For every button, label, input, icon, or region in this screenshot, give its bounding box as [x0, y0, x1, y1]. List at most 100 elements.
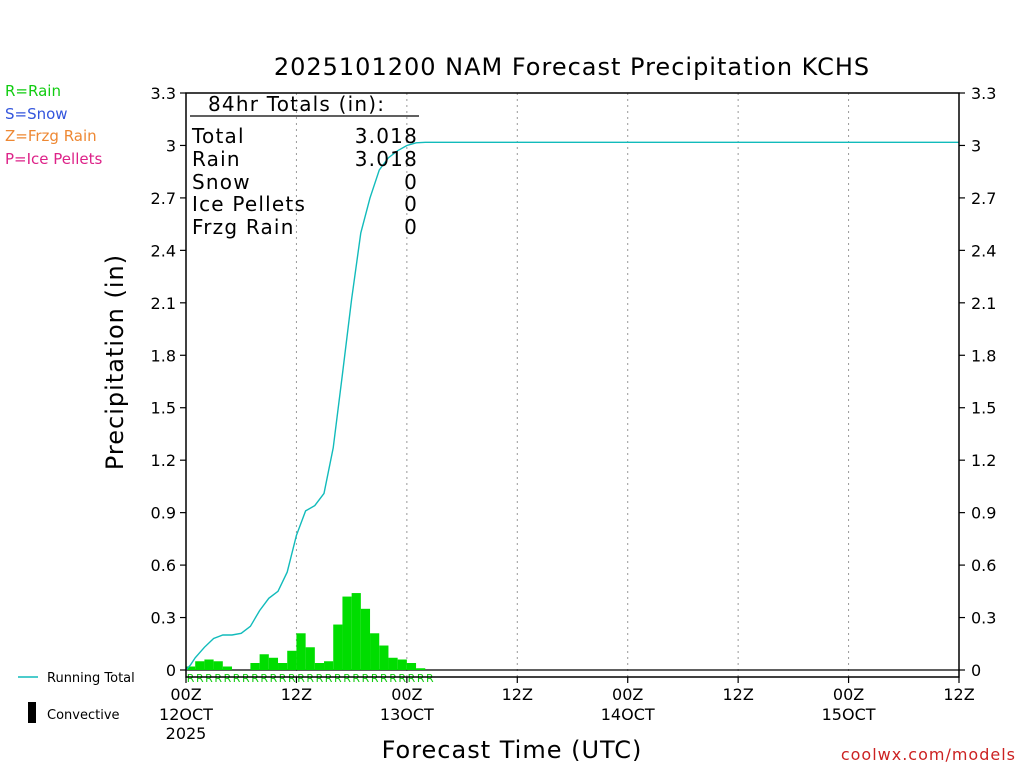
precip-type-marker-23: R	[398, 672, 406, 685]
x-tick-date-2: 13OCT	[380, 705, 434, 724]
rain-bar-20	[370, 633, 380, 670]
precip-type-marker-13: R	[306, 672, 314, 685]
frzg-rain-label: Frzg Rain	[192, 215, 295, 239]
x-tick-label-5: 12Z	[722, 685, 753, 704]
running-total-key-label: Running Total	[47, 671, 135, 686]
rain-bar-22	[388, 657, 398, 670]
y-tick-label-left-7: 2.1	[151, 294, 176, 313]
precip-type-marker-16: R	[334, 672, 342, 685]
precip-type-marker-10: R	[279, 672, 287, 685]
series-key: Running Total Convective	[18, 671, 135, 723]
x-tick-label-6: 00Z	[833, 685, 864, 704]
rain-bar-24	[406, 663, 417, 670]
precip-type-legend: R=Rain S=Snow Z=Frzg Rain P=Ice Pellets	[5, 80, 102, 170]
y-tick-label-right-4: 1.2	[971, 451, 996, 470]
precip-type-marker-8: R	[260, 672, 268, 685]
y-tick-label-right-10: 3	[971, 136, 981, 155]
y-tick-label-right-6: 1.8	[971, 346, 996, 365]
y-tick-label-left-4: 1.2	[151, 451, 176, 470]
rain-bar-13	[305, 647, 315, 670]
x-tick-label-2: 00Z	[391, 685, 422, 704]
convective-key-swatch	[28, 702, 36, 723]
y-tick-label-left-2: 0.6	[151, 556, 176, 575]
precip-type-marker-19: R	[362, 672, 370, 685]
frzg-rain-value: 0	[404, 215, 418, 239]
precip-type-marker-9: R	[270, 672, 278, 685]
rain-bars	[186, 593, 426, 670]
legend-freezing-rain: Z=Frzg Rain	[5, 127, 97, 145]
totals-box: 84hr Totals (in): Total 3.018 Rain 3.018…	[190, 92, 419, 239]
rain-bar-10	[278, 663, 288, 670]
y-axis-label: Precipitation (in)	[101, 254, 129, 470]
rain-bar-18	[351, 593, 361, 670]
rain-label: Rain	[192, 147, 241, 171]
precip-type-marker-22: R	[389, 672, 397, 685]
precip-type-marker-5: R	[233, 672, 241, 685]
x-tick-label-3: 12Z	[502, 685, 533, 704]
rain-bar-16	[333, 624, 343, 670]
x-tick-label-7: 12Z	[943, 685, 974, 704]
rain-bar-17	[342, 596, 352, 670]
x-tick-date-4: 14OCT	[601, 705, 655, 724]
convective-key-label: Convective	[47, 708, 120, 723]
y-tick-label-left-1: 0.3	[151, 609, 176, 628]
precip-type-marker-2: R	[205, 672, 213, 685]
rain-bar-11	[287, 650, 297, 670]
total-value: 3.018	[355, 124, 418, 148]
precip-type-marker-1: R	[196, 672, 204, 685]
legend-snow: S=Snow	[5, 104, 68, 123]
y-tick-label-left-11: 3.3	[151, 84, 176, 103]
rain-bar-25	[416, 668, 426, 670]
rain-bar-1	[195, 661, 205, 670]
y-tick-label-left-10: 3	[166, 136, 176, 155]
precip-type-marker-20: R	[371, 672, 379, 685]
x-tick-label-0: 00Z	[170, 685, 201, 704]
precip-type-marker-6: R	[242, 672, 250, 685]
precip-type-marker-15: R	[325, 672, 333, 685]
precip-type-marker-3: R	[214, 672, 222, 685]
x-tick-date-0: 12OCT	[159, 705, 213, 724]
precip-type-marker-24: R	[408, 672, 416, 685]
rain-bar-7	[250, 663, 260, 670]
rain-value: 3.018	[355, 147, 418, 171]
snow-label: Snow	[192, 170, 251, 194]
y-tick-label-right-5: 1.5	[971, 399, 996, 418]
rain-bar-12	[296, 633, 306, 670]
y-tick-label-left-8: 2.4	[151, 241, 176, 260]
x-tick-label-4: 00Z	[612, 685, 643, 704]
total-label: Total	[191, 124, 245, 148]
precip-type-marker-7: R	[251, 672, 259, 685]
y-tick-label-left-6: 1.8	[151, 346, 176, 365]
snow-value: 0	[404, 170, 418, 194]
precip-type-marker-18: R	[352, 672, 360, 685]
rain-bar-8	[259, 654, 269, 670]
y-tick-labels: 0 00.3 0.30.6 0.60.9 0.91.2 1.21.5 1.51.8 1.82.…	[151, 84, 997, 680]
ice-pellets-label: Ice Pellets	[192, 192, 306, 216]
y-tick-label-right-7: 2.1	[971, 294, 996, 313]
precip-type-marker-25: R	[417, 672, 425, 685]
y-tick-label-right-3: 0.9	[971, 504, 996, 523]
y-tick-label-right-2: 0.6	[971, 556, 996, 575]
x-axis-label: Forecast Time (UTC)	[382, 736, 643, 764]
y-tick-label-left-3: 0.9	[151, 504, 176, 523]
y-tick-label-left-0: 0	[166, 661, 176, 680]
plot-frame	[185, 92, 960, 678]
x-tick-date-6: 15OCT	[822, 705, 876, 724]
axes	[185, 92, 960, 678]
grid-lines	[186, 93, 959, 677]
chart-title: 2025101200 NAM Forecast Precipitation KC…	[274, 53, 870, 81]
precip-type-marker-21: R	[380, 672, 388, 685]
y-tick-label-right-8: 2.4	[971, 241, 996, 260]
legend-rain: R=Rain	[5, 82, 61, 100]
rain-bar-0	[186, 666, 196, 670]
precip-type-marker-12: R	[297, 672, 305, 685]
running-total-line	[185, 141, 959, 671]
rain-bar-3	[213, 661, 223, 670]
rain-bar-15	[324, 661, 334, 670]
ice-pellets-value: 0	[404, 192, 418, 216]
branding-text: coolwx.com/models	[840, 745, 1016, 764]
y-tick-label-right-11: 3.3	[971, 84, 996, 103]
